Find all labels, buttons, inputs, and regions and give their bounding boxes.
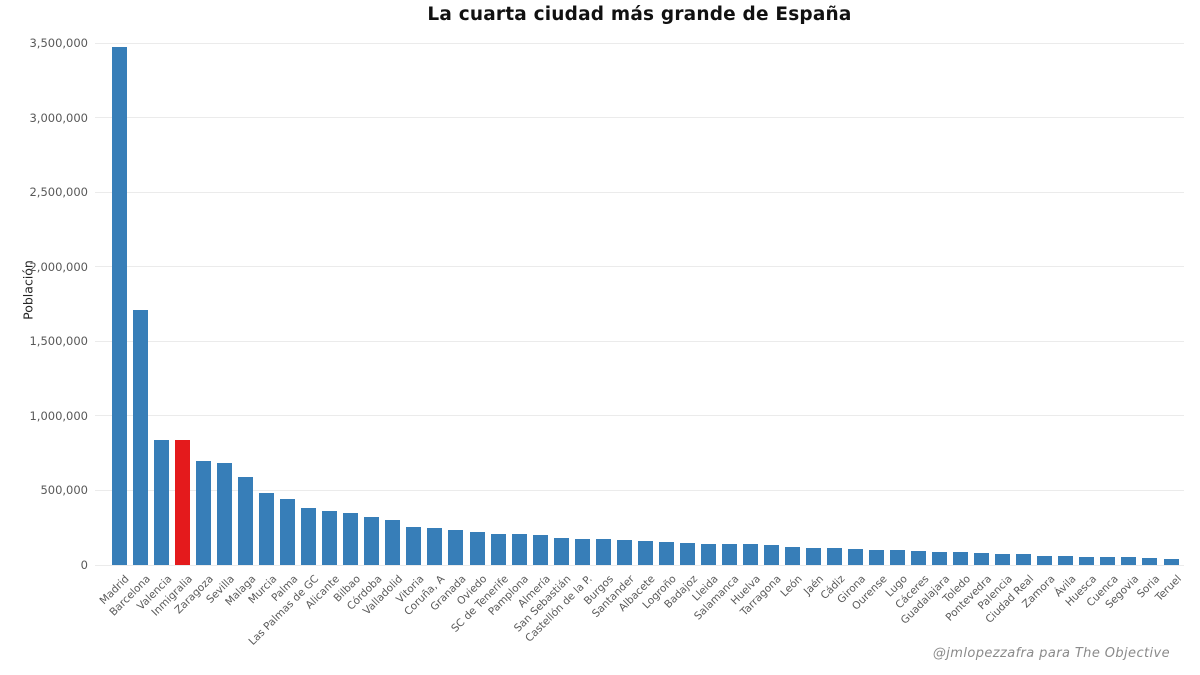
bar bbox=[1037, 556, 1053, 565]
bar bbox=[1016, 553, 1032, 565]
bar bbox=[911, 550, 927, 565]
bar bbox=[827, 548, 843, 565]
bar bbox=[1121, 557, 1137, 565]
bar bbox=[1142, 558, 1158, 565]
bar bbox=[953, 551, 969, 565]
bar bbox=[322, 510, 338, 565]
bar bbox=[721, 543, 737, 565]
bar bbox=[805, 548, 821, 565]
bar bbox=[364, 517, 380, 565]
y-tick-label: 2,000,000 bbox=[29, 259, 88, 274]
bar bbox=[595, 539, 611, 565]
bar bbox=[742, 543, 758, 565]
bar bbox=[1163, 559, 1179, 565]
bar bbox=[679, 542, 695, 565]
y-tick-label: 0 bbox=[80, 558, 88, 572]
gridline bbox=[95, 489, 1184, 491]
gridline bbox=[95, 564, 1184, 566]
x-tick-label: León bbox=[778, 573, 805, 600]
bar bbox=[848, 549, 864, 565]
y-axis: 0 500,000 1,000,000 1,500,000 2,000,000 2,500… bbox=[0, 36, 88, 572]
bar bbox=[112, 47, 127, 565]
bar bbox=[784, 547, 800, 565]
bar bbox=[553, 537, 569, 565]
y-tick-label: 3,000,000 bbox=[29, 110, 88, 125]
bar bbox=[532, 534, 548, 565]
bar bbox=[154, 439, 170, 565]
bar bbox=[469, 531, 485, 565]
bar bbox=[637, 540, 653, 565]
bar bbox=[1079, 556, 1095, 565]
bar bbox=[427, 528, 443, 565]
bar bbox=[511, 534, 527, 565]
plot-area bbox=[95, 42, 1184, 566]
bar bbox=[133, 309, 149, 565]
watermark-credit: @jmlopezzafra para The Objective bbox=[932, 646, 1170, 661]
bar bbox=[196, 460, 212, 565]
gridline bbox=[95, 266, 1184, 268]
gridline bbox=[95, 42, 1184, 44]
bar bbox=[385, 520, 401, 565]
y-tick-label: 3,500,000 bbox=[29, 36, 88, 50]
y-tick-label: 1,000,000 bbox=[29, 408, 88, 423]
x-axis: Madrid Barcelona Valencia Inmigralia Zaragoz… bbox=[95, 43, 1184, 675]
bar bbox=[616, 540, 632, 565]
y-tick-label: 1,500,000 bbox=[29, 334, 88, 349]
gridline bbox=[95, 191, 1184, 193]
bar bbox=[406, 526, 422, 565]
bar bbox=[974, 552, 990, 565]
bar bbox=[343, 513, 359, 565]
gridline bbox=[95, 415, 1184, 417]
bar bbox=[932, 551, 948, 565]
gridline bbox=[95, 117, 1184, 119]
bar bbox=[259, 493, 275, 565]
bar bbox=[238, 476, 254, 565]
bar bbox=[1100, 556, 1116, 565]
chart-title: La cuarta ciudad más grande de España bbox=[427, 4, 852, 25]
bar bbox=[280, 499, 296, 565]
gridline bbox=[95, 340, 1184, 342]
bar bbox=[490, 533, 506, 565]
bar bbox=[763, 544, 779, 565]
bar bbox=[301, 508, 317, 565]
bar bbox=[217, 462, 233, 565]
bar bbox=[700, 543, 716, 565]
bar bbox=[995, 553, 1011, 565]
bar bbox=[448, 530, 464, 565]
bar bbox=[890, 550, 906, 565]
y-tick-label: 2,500,000 bbox=[29, 185, 88, 200]
bar bbox=[1058, 556, 1074, 565]
bar bbox=[869, 549, 885, 565]
bar bbox=[658, 542, 674, 565]
y-tick-label: 500,000 bbox=[40, 483, 88, 498]
bar bbox=[574, 538, 590, 565]
bar-highlighted bbox=[175, 440, 191, 565]
